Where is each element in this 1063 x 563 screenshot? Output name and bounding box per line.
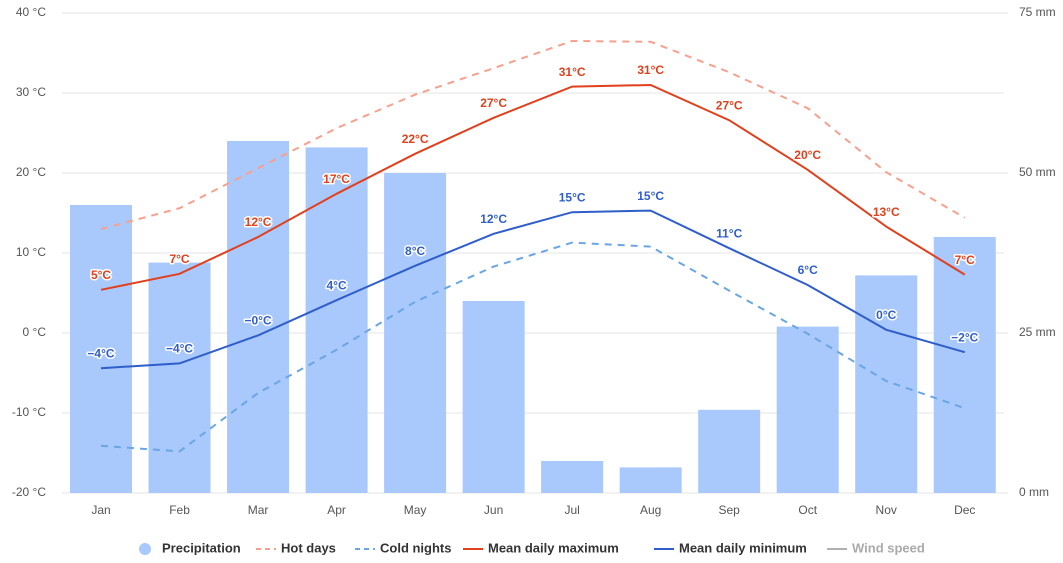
data-label: −2°C	[951, 330, 978, 344]
data-label: 20°C	[794, 148, 821, 162]
data-label: 13°C	[873, 205, 900, 219]
legend-item[interactable]: Mean daily minimum	[654, 540, 807, 555]
x-tick-label: Jul	[564, 503, 579, 517]
x-tick-label: Apr	[327, 503, 346, 517]
x-tick-label: Nov	[876, 503, 897, 517]
legend-label: Mean daily minimum	[679, 540, 807, 555]
data-label: 12°C	[480, 212, 507, 226]
data-label: 0°C	[876, 308, 896, 322]
data-label: 31°C	[559, 65, 586, 79]
bar	[70, 205, 133, 493]
bar	[776, 326, 839, 493]
y-tick-label: 20 °C	[16, 165, 46, 179]
y-tick-label: -10 °C	[12, 405, 46, 419]
y-tick-label: 10 °C	[16, 245, 46, 259]
data-label: 17°C	[323, 172, 350, 186]
legend-item[interactable]: Mean daily maximum	[463, 540, 619, 555]
data-label: 5°C	[91, 268, 111, 282]
y2-tick-label: 75 mm	[1019, 5, 1056, 19]
bar	[698, 409, 761, 493]
line-series	[100, 241, 966, 453]
legend-item[interactable]: Precipitation	[139, 540, 241, 555]
y-tick-label: 30 °C	[16, 85, 46, 99]
y2-tick-label: 50 mm	[1019, 165, 1056, 179]
data-label: 6°C	[798, 263, 818, 277]
bar	[619, 467, 682, 493]
y-tick-label: 40 °C	[16, 5, 46, 19]
data-label: 7°C	[169, 252, 189, 266]
data-label: 27°C	[480, 96, 507, 110]
x-tick-label: Jan	[91, 503, 110, 517]
y2-tick-label: 25 mm	[1019, 325, 1056, 339]
data-label: −4°C	[166, 342, 193, 356]
legend-label: Cold nights	[380, 540, 452, 555]
y-tick-label: -20 °C	[12, 485, 46, 499]
x-tick-label: Mar	[248, 503, 269, 517]
data-label: −4°C	[87, 346, 114, 360]
x-tick-label: Aug	[640, 503, 661, 517]
x-tick-label: Sep	[718, 503, 740, 517]
legend-item[interactable]: Wind speed	[827, 540, 925, 555]
data-label: 15°C	[637, 189, 664, 203]
legend-label: Wind speed	[852, 540, 925, 555]
data-label: 15°C	[559, 190, 586, 204]
legend-label: Hot days	[281, 540, 336, 555]
legend-label: Mean daily maximum	[488, 540, 619, 555]
bar	[855, 275, 918, 493]
data-label: 22°C	[402, 132, 429, 146]
line-series	[100, 209, 966, 370]
x-tick-label: Dec	[954, 503, 975, 517]
line-series	[100, 83, 966, 291]
data-label: 8°C	[405, 244, 425, 258]
data-label: 11°C	[716, 226, 742, 240]
bar	[384, 173, 447, 493]
bar	[541, 461, 604, 493]
y2-tick-label: 0 mm	[1019, 485, 1049, 499]
x-tick-label: May	[404, 503, 427, 517]
bar	[227, 141, 290, 493]
y-tick-label: 0 °C	[23, 325, 47, 339]
x-tick-label: Feb	[169, 503, 190, 517]
legend-label: Precipitation	[162, 540, 241, 555]
legend-symbol	[139, 543, 151, 555]
x-tick-label: Oct	[798, 503, 817, 517]
bar	[462, 301, 525, 493]
data-label: −0°C	[244, 314, 271, 328]
data-label: 4°C	[327, 278, 347, 292]
legend-item[interactable]: Hot days	[256, 540, 336, 555]
legend-item[interactable]: Cold nights	[355, 540, 452, 555]
data-label: 27°C	[716, 98, 743, 112]
data-label: 7°C	[955, 253, 975, 267]
data-label: 12°C	[245, 215, 272, 229]
bar	[933, 237, 996, 493]
bar	[305, 147, 368, 493]
data-label: 31°C	[637, 63, 664, 77]
bar	[148, 262, 211, 493]
x-tick-label: Jun	[484, 503, 503, 517]
